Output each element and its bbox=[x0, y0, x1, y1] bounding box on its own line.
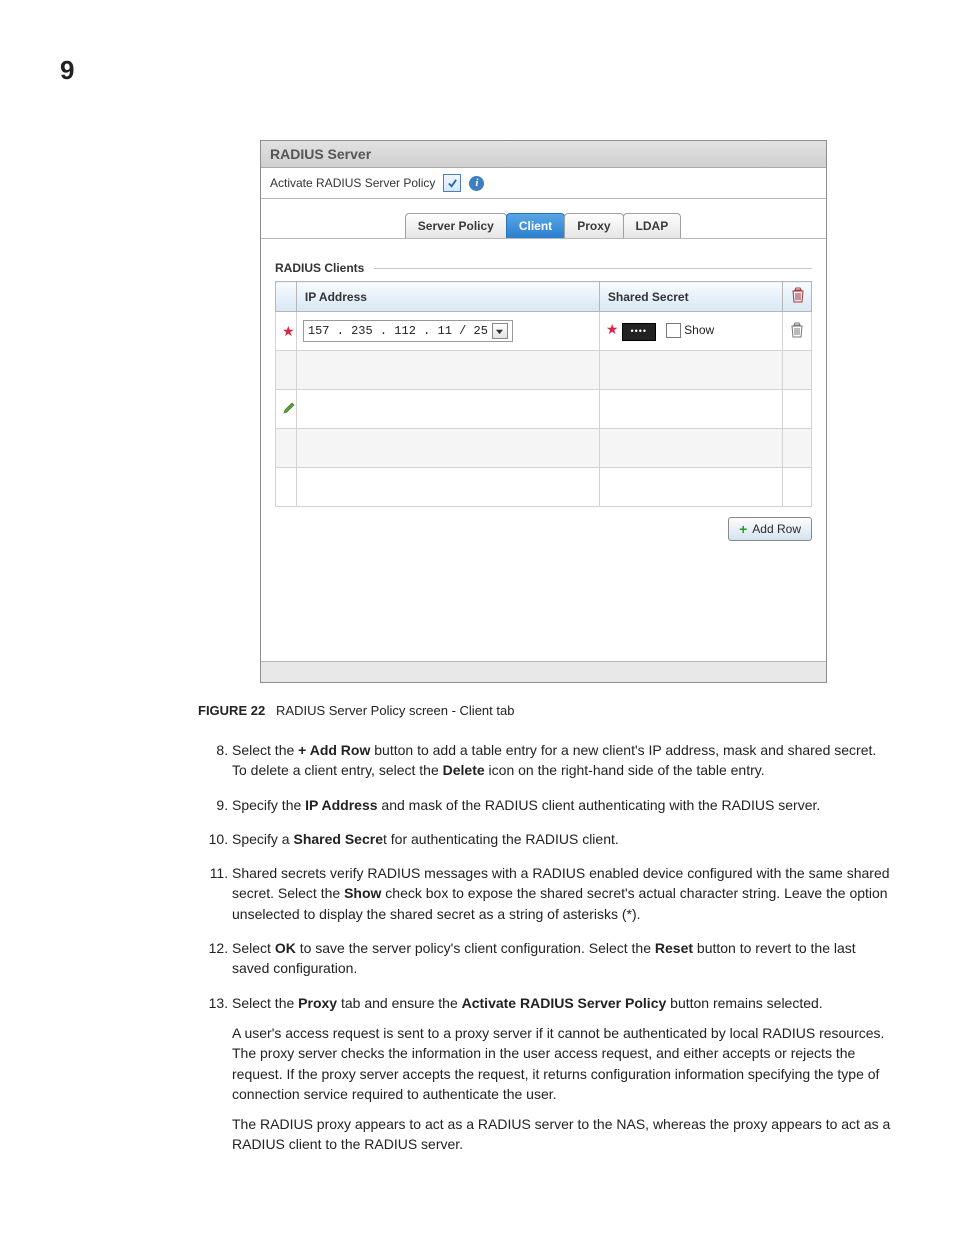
chapter-number: 9 bbox=[60, 55, 894, 86]
required-icon: ★ bbox=[282, 323, 295, 339]
table-row bbox=[276, 429, 812, 468]
required-icon: ★ bbox=[606, 321, 619, 337]
instruction-list: Select the + Add Row button to add a tab… bbox=[198, 740, 894, 1155]
tabs: Server Policy Client Proxy LDAP bbox=[261, 213, 826, 238]
show-secret-checkbox[interactable] bbox=[666, 323, 681, 338]
activate-policy-label: Activate RADIUS Server Policy bbox=[270, 176, 435, 190]
tab-client[interactable]: Client bbox=[506, 213, 565, 238]
show-label: Show bbox=[684, 323, 714, 337]
info-icon[interactable]: i bbox=[469, 176, 484, 191]
activate-policy-row: Activate RADIUS Server Policy i bbox=[261, 168, 826, 199]
list-item: Specify the IP Address and mask of the R… bbox=[232, 795, 894, 815]
panel-title: RADIUS Server bbox=[261, 141, 826, 168]
tab-proxy[interactable]: Proxy bbox=[564, 213, 623, 238]
list-item: Select the + Add Row button to add a tab… bbox=[232, 740, 894, 781]
plus-icon: + bbox=[739, 522, 747, 536]
tab-ldap[interactable]: LDAP bbox=[623, 213, 682, 238]
tab-server-policy[interactable]: Server Policy bbox=[405, 213, 507, 238]
paragraph: The RADIUS proxy appears to act as a RAD… bbox=[232, 1114, 894, 1155]
clients-table: IP Address Shared Secret ★ bbox=[275, 281, 812, 507]
edit-icon[interactable] bbox=[282, 401, 296, 415]
figure-caption: FIGURE 22 RADIUS Server Policy screen - … bbox=[198, 703, 894, 718]
list-item: Select OK to save the server policy's cl… bbox=[232, 938, 894, 979]
list-item: Specify a Shared Secret for authenticati… bbox=[232, 829, 894, 849]
table-row bbox=[276, 351, 812, 390]
dropdown-icon[interactable] bbox=[492, 323, 508, 339]
delete-row-button[interactable] bbox=[790, 322, 804, 338]
activate-policy-checkbox[interactable] bbox=[443, 174, 461, 192]
paragraph: A user's access request is sent to a pro… bbox=[232, 1023, 894, 1104]
panel-footer bbox=[261, 661, 826, 682]
list-item: Shared secrets verify RADIUS messages wi… bbox=[232, 863, 894, 924]
col-header-blank bbox=[276, 282, 297, 312]
col-header-ip[interactable]: IP Address bbox=[296, 282, 599, 312]
col-header-secret[interactable]: Shared Secret bbox=[599, 282, 782, 312]
table-row bbox=[276, 390, 812, 429]
trash-icon bbox=[791, 287, 805, 303]
add-row-button[interactable]: + Add Row bbox=[728, 517, 812, 541]
radius-server-panel: RADIUS Server Activate RADIUS Server Pol… bbox=[260, 140, 827, 683]
table-row: ★ 157 . 235 . 112 . 11 / 25 ★ • bbox=[276, 312, 812, 351]
shared-secret-input[interactable]: •••• bbox=[622, 323, 656, 341]
col-header-delete[interactable] bbox=[782, 282, 811, 312]
table-row bbox=[276, 468, 812, 507]
list-item: Select the Proxy tab and ensure the Acti… bbox=[232, 993, 894, 1155]
ip-address-input[interactable]: 157 . 235 . 112 . 11 / 25 bbox=[303, 320, 513, 342]
radius-clients-label: RADIUS Clients bbox=[275, 261, 812, 275]
checkmark-icon bbox=[447, 178, 458, 189]
